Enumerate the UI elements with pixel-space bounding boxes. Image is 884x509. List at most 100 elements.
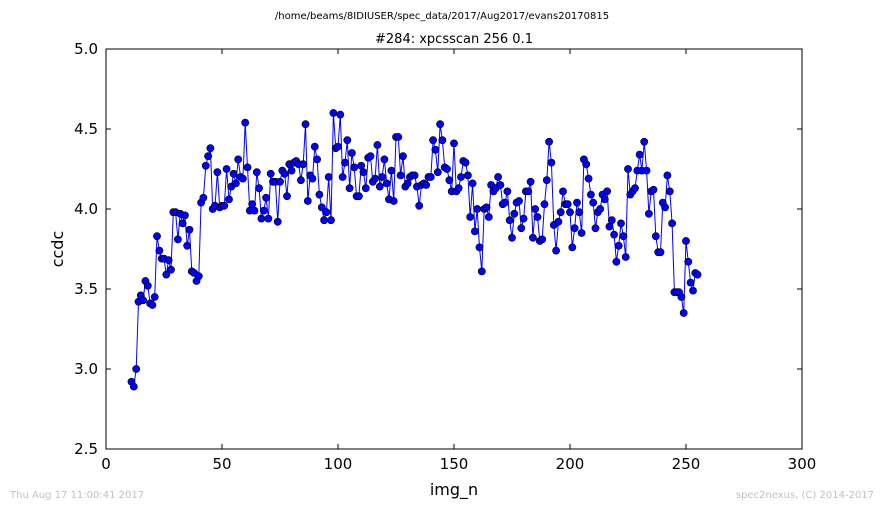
- data-point: [619, 232, 628, 241]
- y-tick-label: 3.5: [74, 280, 98, 298]
- data-point: [621, 253, 630, 261]
- data-point: [524, 187, 533, 196]
- data-point: [243, 163, 252, 172]
- data-point: [396, 171, 405, 180]
- series-line: [131, 112, 698, 389]
- data-point: [468, 179, 477, 188]
- data-point: [283, 192, 291, 201]
- data-point: [183, 241, 192, 250]
- data-point: [538, 235, 547, 244]
- y-tick-label: 4.0: [74, 200, 98, 218]
- data-point: [570, 224, 579, 233]
- data-point: [173, 235, 182, 244]
- data-point: [436, 120, 444, 129]
- data-point: [139, 296, 147, 305]
- data-point: [559, 187, 567, 196]
- data-point: [213, 168, 222, 177]
- data-point: [310, 142, 319, 151]
- data-point: [475, 243, 484, 252]
- data-point: [266, 169, 275, 178]
- data-point: [415, 201, 424, 210]
- data-point: [204, 152, 212, 161]
- data-point: [315, 190, 324, 199]
- x-tick-label: 300: [788, 455, 817, 473]
- data-point: [201, 161, 210, 170]
- data-point: [394, 133, 403, 141]
- data-point: [445, 176, 454, 185]
- series-ccdc: [127, 109, 702, 391]
- data-point: [542, 176, 551, 185]
- data-point: [642, 166, 651, 175]
- data-point: [645, 209, 653, 218]
- data-point: [656, 248, 665, 257]
- x-axis: 0 50 100 150 200 250 300: [101, 49, 816, 473]
- y-axis-label: ccdc: [48, 231, 67, 268]
- data-point: [338, 173, 347, 181]
- data-point: [320, 216, 328, 225]
- data-point: [343, 136, 352, 145]
- data-point: [276, 177, 284, 186]
- data-point: [477, 267, 486, 276]
- y-tick-label: 5.0: [74, 40, 98, 58]
- data-point: [677, 293, 686, 301]
- data-point: [568, 243, 577, 252]
- data-point: [651, 232, 660, 241]
- data-point: [257, 214, 266, 223]
- data-point: [301, 120, 310, 129]
- data-point: [264, 214, 273, 223]
- data-point: [255, 184, 263, 193]
- data-point: [682, 237, 690, 245]
- data-point: [234, 155, 243, 164]
- data-point: [129, 382, 138, 391]
- data-point: [438, 136, 447, 145]
- data-point: [484, 213, 493, 221]
- data-point: [336, 110, 345, 119]
- data-point: [317, 203, 326, 212]
- data-point: [607, 216, 616, 225]
- data-point: [686, 278, 695, 287]
- data-point: [547, 158, 556, 167]
- data-point: [603, 187, 611, 196]
- data-point: [624, 165, 632, 173]
- data-point: [461, 158, 470, 167]
- data-point: [155, 246, 164, 255]
- data-point: [153, 232, 161, 241]
- data-point: [596, 205, 605, 213]
- data-point: [457, 173, 465, 181]
- data-point: [556, 208, 565, 217]
- data-point: [510, 209, 519, 218]
- data-point: [668, 219, 676, 228]
- data-point: [194, 272, 203, 281]
- x-tick-label: 50: [212, 455, 231, 473]
- data-point: [387, 166, 396, 175]
- data-point: [503, 187, 512, 196]
- data-point: [575, 208, 584, 217]
- data-point: [663, 171, 672, 180]
- data-point: [429, 136, 437, 145]
- data-point: [473, 205, 482, 213]
- data-point: [229, 169, 238, 178]
- data-point: [329, 109, 338, 117]
- data-point: [600, 195, 609, 204]
- data-point: [143, 281, 152, 290]
- data-point: [354, 192, 363, 201]
- data-point: [324, 173, 333, 181]
- data-point: [610, 230, 618, 239]
- data-point: [259, 206, 268, 215]
- data-point: [334, 142, 342, 151]
- data-point: [132, 365, 141, 373]
- data-point: [443, 165, 451, 173]
- data-point: [552, 246, 560, 255]
- data-point: [366, 152, 375, 161]
- data-point: [164, 256, 173, 265]
- data-point: [591, 224, 600, 233]
- x-tick-label: 200: [556, 455, 585, 473]
- data-point: [361, 184, 370, 193]
- data-point: [508, 233, 516, 242]
- data-point: [635, 150, 644, 159]
- y-tick-label: 3.0: [74, 360, 98, 378]
- data-point: [262, 193, 270, 202]
- data-point: [531, 205, 540, 213]
- data-point: [431, 145, 440, 154]
